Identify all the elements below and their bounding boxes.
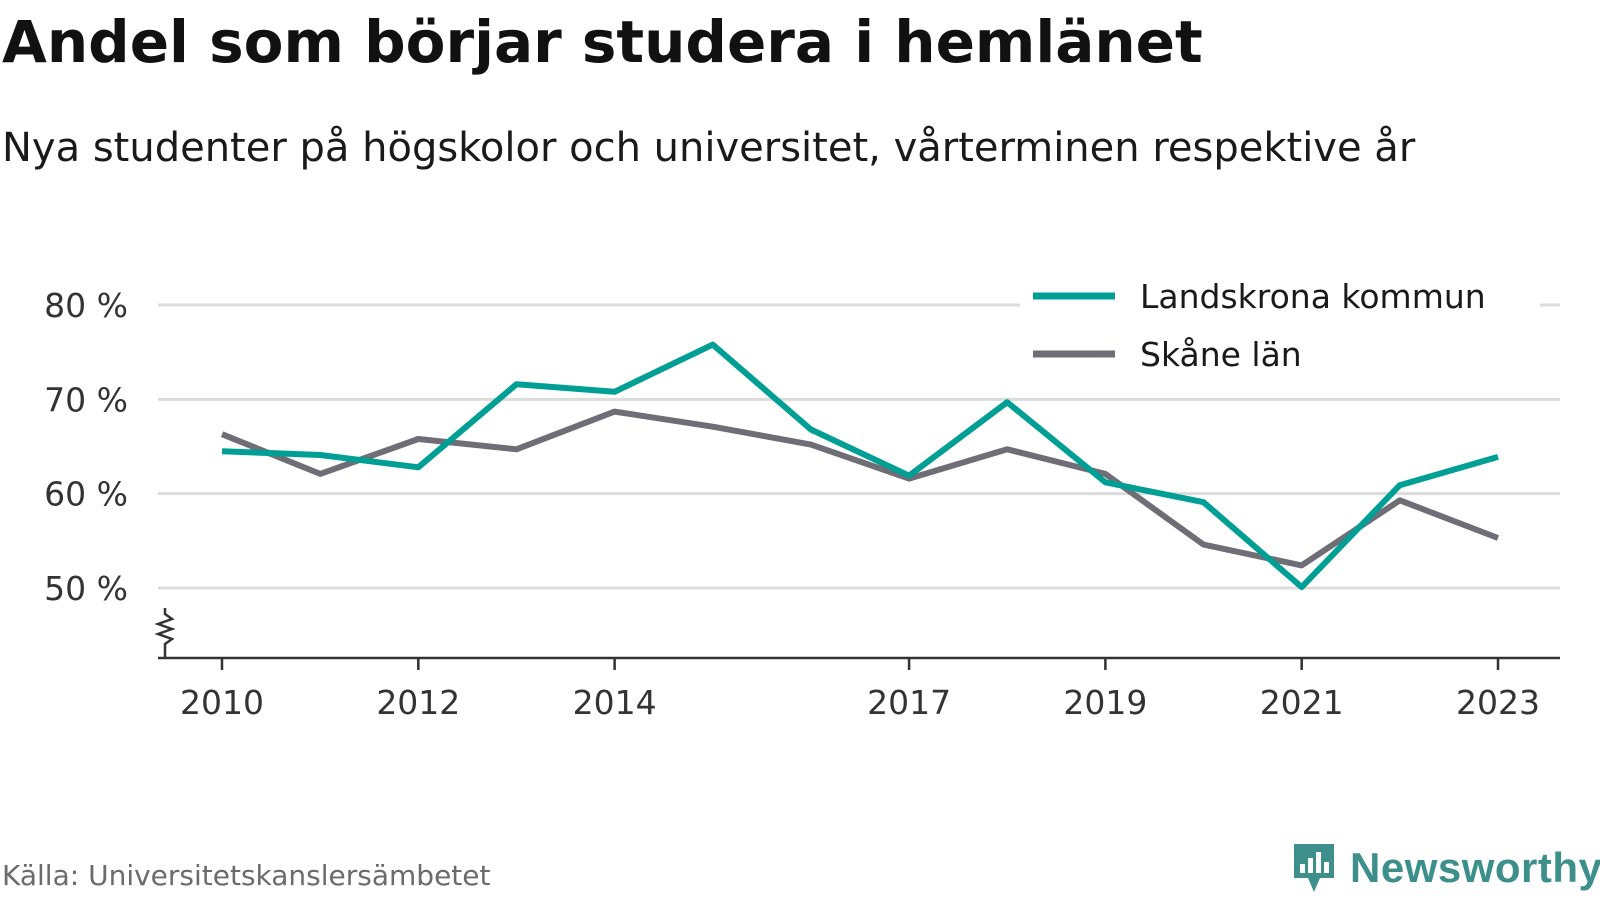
x-tick-label: 2019: [1063, 683, 1147, 722]
chart-subtitle: Nya studenter på högskolor och universit…: [2, 125, 1416, 171]
x-tick-label: 2017: [867, 683, 951, 722]
y-tick-label: 60 %: [44, 475, 128, 514]
series-line-skåne-län: [220, 408, 1500, 569]
newsworthy-logo-icon: [1294, 844, 1334, 892]
y-tick-label: 80 %: [44, 286, 128, 325]
legend: Landskrona kommun Skåne län: [1020, 268, 1540, 386]
series-lines: [220, 341, 1500, 591]
brand-logo[interactable]: Newsworthy: [1290, 838, 1600, 898]
x-tick-label: 2010: [180, 683, 264, 722]
legend-label: Landskrona kommun: [1140, 277, 1486, 316]
x-tick-label: 2023: [1456, 683, 1540, 722]
x-tick-label: 2014: [573, 683, 657, 722]
legend-background: [1020, 268, 1540, 386]
series-line-landskrona-kommun: [221, 341, 1499, 591]
axes: 50 % 60 % 70 % 80 % 2010 2012 2014 2017 2019 2021…: [44, 286, 1560, 722]
legend-label: Skåne län: [1140, 335, 1302, 374]
y-tick-label: 70 %: [44, 380, 128, 419]
y-tick-label: 50 %: [44, 569, 128, 608]
source-note: Källa: Universitetskanslersämbetet: [2, 859, 491, 892]
axis-break-mark: [154, 608, 176, 658]
x-tick-label: 2021: [1260, 683, 1344, 722]
x-tick-label: 2012: [376, 683, 460, 722]
brand-name: Newsworthy: [1350, 844, 1600, 891]
chart-title: Andel som börjar studera i hemlänet: [2, 8, 1203, 76]
